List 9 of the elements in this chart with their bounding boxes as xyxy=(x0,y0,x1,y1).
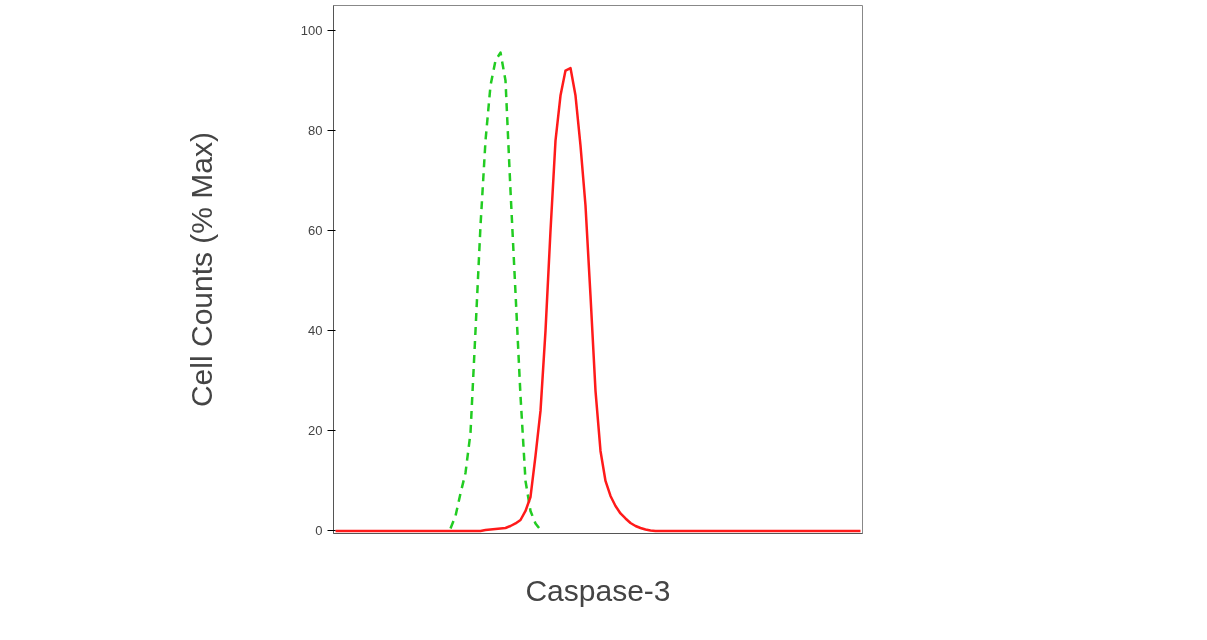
y-tick-label: 100 xyxy=(300,23,323,39)
y-tick-label: 40 xyxy=(308,323,323,339)
y-tick-label: 60 xyxy=(308,223,323,239)
line-series xyxy=(449,51,542,532)
y-tick-label: 0 xyxy=(315,523,323,539)
y-tick-label: 20 xyxy=(308,423,323,439)
x-axis-title: Caspase-3 xyxy=(525,573,671,607)
y-tick-label: 80 xyxy=(308,123,323,139)
y-axis-title: Cell Counts (% Max) xyxy=(184,131,218,408)
